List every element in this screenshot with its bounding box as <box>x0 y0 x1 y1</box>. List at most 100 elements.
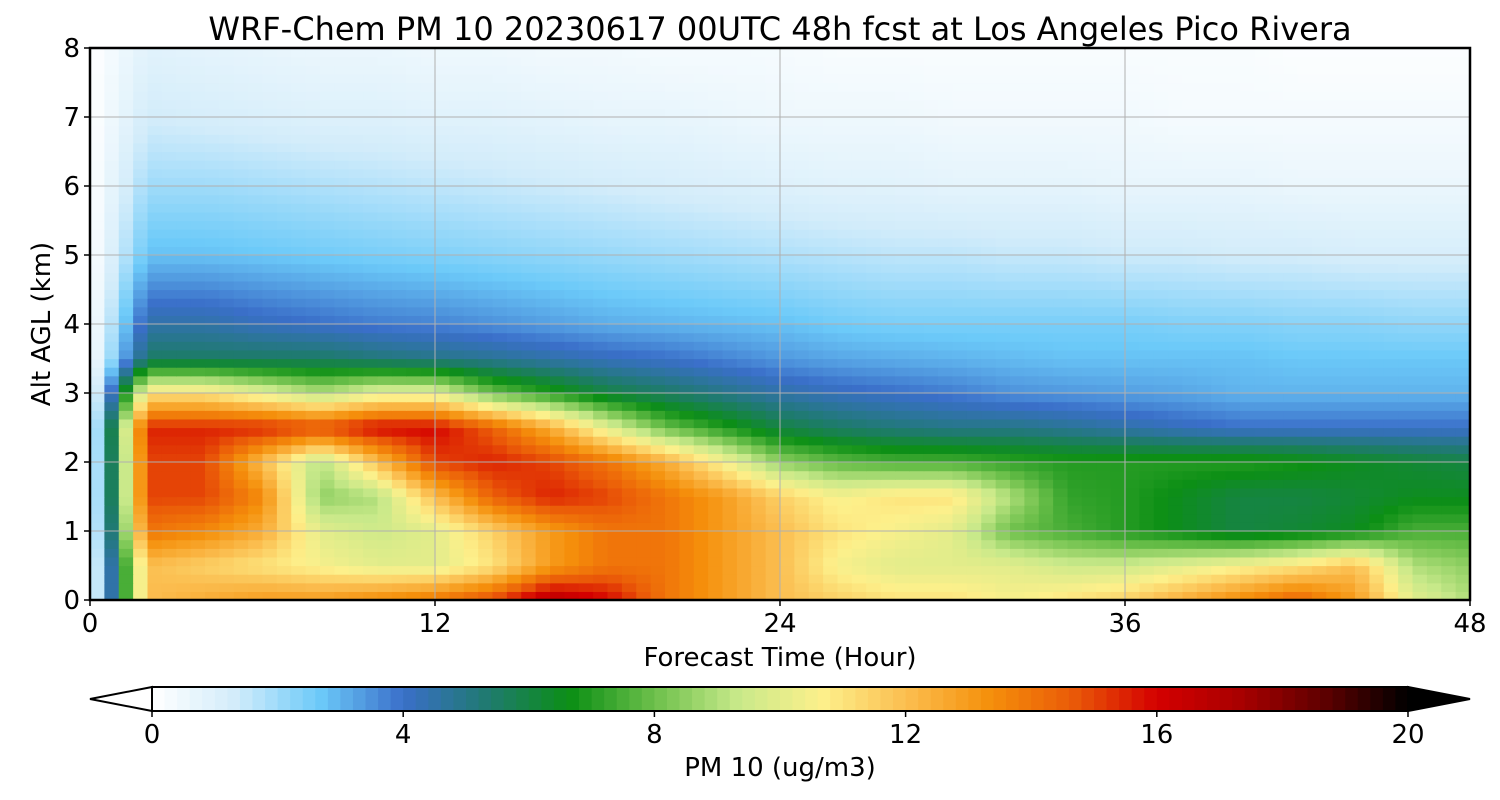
heatmap-cell <box>176 393 192 403</box>
heatmap-cell <box>1196 349 1212 360</box>
heatmap-cell <box>650 505 666 515</box>
heatmap-cell <box>377 237 393 247</box>
heatmap-cell <box>420 539 436 549</box>
heatmap-cell <box>966 160 982 170</box>
heatmap-cell <box>391 229 407 239</box>
heatmap-cell <box>133 393 149 403</box>
heatmap-cell <box>305 246 321 256</box>
heatmap-cell <box>1412 211 1428 222</box>
heatmap-cell <box>1053 393 1069 403</box>
heatmap-cell <box>104 384 120 394</box>
heatmap-cell <box>463 203 479 213</box>
heatmap-cell <box>1139 462 1155 472</box>
heatmap-cell <box>1038 151 1054 161</box>
heatmap-cell <box>492 444 508 454</box>
heatmap-cell <box>909 591 925 601</box>
heatmap-cell <box>564 315 580 325</box>
heatmap-cell <box>1254 522 1270 532</box>
heatmap-cell <box>118 246 134 256</box>
heatmap-cell <box>823 151 839 161</box>
heatmap-cell <box>334 315 350 325</box>
heatmap-cell <box>1441 539 1457 549</box>
heatmap-cell <box>190 505 206 515</box>
heatmap-cell <box>679 384 695 394</box>
heatmap-cell <box>334 358 350 368</box>
heatmap-cell <box>248 496 264 506</box>
heatmap-cell <box>837 246 853 256</box>
heatmap-cell <box>406 574 422 584</box>
heatmap-cell <box>966 462 982 472</box>
heatmap-cell <box>478 513 494 523</box>
heatmap-cell <box>291 211 307 222</box>
heatmap-cell <box>1297 246 1313 256</box>
heatmap-cell <box>1383 177 1399 187</box>
heatmap-cell <box>176 487 192 498</box>
heatmap-cell <box>938 151 954 161</box>
heatmap-cell <box>391 487 407 498</box>
heatmap-cell <box>176 298 192 308</box>
heatmap-cell <box>1096 151 1112 161</box>
heatmap-cell <box>679 574 695 584</box>
heatmap-cell <box>233 272 249 282</box>
heatmap-cell <box>923 203 939 213</box>
heatmap-cell <box>1383 401 1399 411</box>
heatmap-cell <box>1081 531 1097 541</box>
heatmap-cell <box>118 306 134 316</box>
heatmap-cell <box>1153 393 1169 403</box>
heatmap-cell <box>1196 453 1212 463</box>
heatmap-cell <box>895 479 910 489</box>
heatmap-cell <box>1412 410 1428 420</box>
heatmap-cell <box>406 358 422 368</box>
heatmap-cell <box>909 401 925 411</box>
heatmap-cell <box>665 280 680 291</box>
heatmap-cell <box>1024 384 1040 394</box>
heatmap-cell <box>276 479 292 489</box>
heatmap-cell <box>205 418 220 429</box>
heatmap-cell <box>118 151 134 161</box>
heatmap-cell <box>348 505 364 515</box>
heatmap-cell <box>866 229 882 239</box>
heatmap-cell <box>161 548 177 558</box>
heatmap-cell <box>679 246 695 256</box>
heatmap-cell <box>262 315 278 325</box>
heatmap-cell <box>1268 255 1284 265</box>
heatmap-cell <box>320 220 335 230</box>
heatmap-cell <box>492 315 508 325</box>
heatmap-cell <box>1010 393 1025 403</box>
heatmap-cell <box>1196 574 1212 584</box>
heatmap-cell <box>722 401 738 411</box>
heatmap-cell <box>435 358 450 368</box>
heatmap-cell <box>808 315 824 325</box>
heatmap-cell <box>550 315 565 325</box>
heatmap-cell <box>363 255 379 265</box>
heatmap-cell <box>90 393 105 403</box>
heatmap-cell <box>305 418 321 429</box>
heatmap-cell <box>837 470 853 480</box>
heatmap-cell <box>1153 410 1169 420</box>
heatmap-cell <box>866 255 882 265</box>
heatmap-cell <box>708 574 724 584</box>
heatmap-cell <box>607 246 623 256</box>
heatmap-cell <box>751 220 767 230</box>
heatmap-cell <box>377 194 393 204</box>
heatmap-cell <box>1398 418 1414 429</box>
heatmap-cell <box>837 427 853 437</box>
heatmap-cell <box>176 246 192 256</box>
heatmap-cell <box>463 298 479 308</box>
heatmap-cell <box>506 160 522 170</box>
heatmap-cell <box>1311 505 1327 515</box>
heatmap-cell <box>1125 349 1140 360</box>
heatmap-cell <box>866 151 882 161</box>
heatmap-cell <box>1067 367 1083 377</box>
heatmap-cell <box>564 229 580 239</box>
heatmap-cell <box>377 229 393 239</box>
heatmap-cell <box>1340 591 1356 601</box>
heatmap-cell <box>636 280 652 291</box>
heatmap-cell <box>765 324 781 334</box>
heatmap-cell <box>593 531 609 541</box>
heatmap-cell <box>722 160 738 170</box>
heatmap-cell <box>938 470 954 480</box>
heatmap-cell <box>593 582 609 592</box>
heatmap-cell <box>693 531 709 541</box>
heatmap-cell <box>1355 427 1370 437</box>
